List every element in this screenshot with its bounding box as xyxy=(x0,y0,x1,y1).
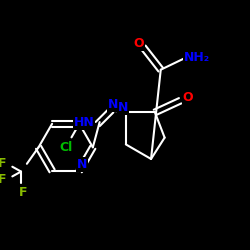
Text: N: N xyxy=(108,98,118,111)
Text: O: O xyxy=(182,91,193,104)
Text: F: F xyxy=(0,157,7,170)
Text: NH₂: NH₂ xyxy=(184,50,210,64)
Text: HN: HN xyxy=(74,116,94,128)
Text: Cl: Cl xyxy=(59,140,72,153)
Text: F: F xyxy=(19,186,27,200)
Text: N: N xyxy=(77,158,87,170)
Text: O: O xyxy=(133,37,144,50)
Text: F: F xyxy=(0,173,7,186)
Text: N: N xyxy=(118,101,128,114)
